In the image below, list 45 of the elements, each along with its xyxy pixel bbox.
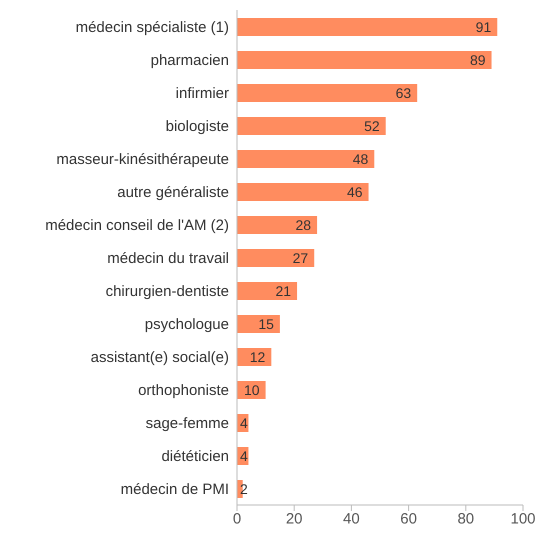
bar (237, 51, 492, 69)
y-tick-label: infirmier (176, 84, 229, 102)
data-label: 12 (250, 348, 266, 365)
data-label: 27 (292, 250, 308, 266)
data-label: 89 (470, 52, 486, 68)
x-tick-label: 20 (286, 510, 303, 528)
bar (237, 84, 418, 102)
y-tick-label: orthophoniste (138, 382, 229, 399)
y-tick-label: médecin conseil de l'AM (2) (45, 216, 229, 234)
y-tick-label: chirurgien-dentiste (106, 282, 229, 300)
data-label: 46 (346, 184, 363, 200)
bar (237, 183, 369, 201)
x-tick-label: 40 (343, 510, 360, 528)
bar (237, 249, 314, 267)
data-label: 4 (240, 448, 248, 464)
x-tick-label: 0 (232, 510, 242, 528)
y-tick-label: assistant(e) social(e) (90, 348, 229, 366)
data-label: 4 (240, 414, 248, 431)
y-tick-label: sage-femme (146, 414, 229, 432)
x-tick-label: 60 (400, 510, 417, 528)
bar (237, 150, 374, 168)
data-label: 91 (476, 18, 492, 35)
data-label: 63 (396, 84, 412, 101)
y-tick-label: psychologue (144, 316, 229, 333)
bar (237, 315, 280, 333)
data-label: 15 (258, 316, 274, 332)
bar (237, 216, 318, 234)
y-tick-label: médecin spécialiste (1) (76, 18, 229, 36)
y-tick-label: médecin de PMI (120, 480, 229, 498)
bar (237, 18, 498, 36)
y-tick-label: diététicien (161, 448, 229, 465)
y-tick-label: masseur-kinésithérapeute (56, 150, 229, 168)
bar (237, 282, 298, 300)
data-label: 52 (364, 118, 380, 134)
x-tick-label: 80 (457, 510, 474, 528)
data-label: 21 (275, 282, 292, 299)
y-tick-label: autre généraliste (117, 184, 229, 201)
data-label: 28 (296, 216, 312, 233)
data-label: 48 (352, 150, 368, 167)
y-tick-label: biologiste (166, 118, 229, 135)
y-tick-label: médecin du travail (107, 250, 229, 267)
data-label: 10 (244, 382, 260, 398)
bar (237, 117, 386, 135)
y-tick-label: pharmacien (150, 52, 229, 69)
x-tick-label: 100 (510, 510, 536, 528)
